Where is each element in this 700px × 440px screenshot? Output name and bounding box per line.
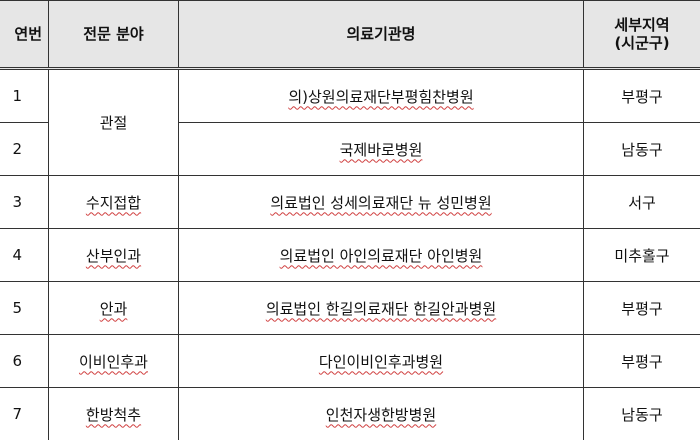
table-row: 4 산부인과 의료법인 아인의료재단 아인병원 미추홀구 [0,228,700,282]
region-cell: 서구 [583,175,700,229]
field-text: 한방척추 [85,405,142,424]
region-cell: 남동구 [583,122,700,176]
region-cell: 부평구 [583,68,700,123]
hospital-cell: 국제바로병원 [178,122,584,176]
header-cell: 전문 분야 [48,0,179,70]
field-text: 안과 [99,299,128,318]
region-cell: 미추홀구 [583,228,700,282]
region-cell: 남동구 [583,387,700,440]
header-cell: 세부지역 (시군구) [583,0,700,70]
field-cell: 안과 [48,281,179,335]
hospital-name: 의)상원의료재단부평힘찬병원 [288,87,474,106]
number-cell: 1 [0,68,49,123]
hospital-cell: 인천자생한방병원 [178,387,584,440]
field-text: 이비인후과 [78,352,148,371]
hospital-cell: 다인이비인후과병원 [178,334,584,388]
field-cell: 이비인후과 [48,334,179,388]
number-cell: 7 [0,387,49,440]
field-text: 수지접합 [85,193,142,212]
table-row: 3 수지접합 의료법인 성세의료재단 뉴 성민병원 서구 [0,175,700,229]
field-text: 관절 [99,114,128,132]
hospital-cell: 의료법인 성세의료재단 뉴 성민병원 [178,175,584,229]
table-row: 1 관절 의)상원의료재단부평힘찬병원 부평구 [0,68,700,176]
number-cell: 5 [0,281,49,335]
hospital-name: 의료법인 한길의료재단 한길안과병원 [265,299,497,318]
hospital-name: 의료법인 성세의료재단 뉴 성민병원 [270,193,492,212]
field-text: 산부인과 [85,246,142,265]
hospital-name: 인천자생한방병원 [325,405,437,424]
hospital-name: 국제바로병원 [339,140,423,159]
number-cell: 2 [0,122,49,176]
hospital-cell: 의)상원의료재단부평힘찬병원 [178,68,584,123]
field-cell: 산부인과 [48,228,179,282]
hospital-cell: 의료법인 아인의료재단 아인병원 [178,228,584,282]
field-cell: 관절 [48,68,179,176]
hospital-name: 다인이비인후과병원 [318,352,444,371]
table-header: 연번 전문 분야 의료기관명 세부지역 (시군구) [0,0,700,70]
field-cell: 수지접합 [48,175,179,229]
header-cell: 의료기관명 [178,0,584,70]
region-cell: 부평구 [583,334,700,388]
hospital-cell: 의료법인 한길의료재단 한길안과병원 [178,281,584,335]
number-cell: 4 [0,228,49,282]
hospital-name: 의료법인 아인의료재단 아인병원 [279,246,483,265]
table-row: 7 한방척추 인천자생한방병원 남동구 [0,387,700,440]
table-body: 1 관절 의)상원의료재단부평힘찬병원 부평구 2 국제바로병원 남동구 3 수지접합 의료법인 … [0,68,700,440]
table-row: 5 안과 의료법인 한길의료재단 한길안과병원 부평구 [0,281,700,335]
number-cell: 3 [0,175,49,229]
field-cell: 한방척추 [48,387,179,440]
region-cell: 부평구 [583,281,700,335]
header-row: 연번 전문 분야 의료기관명 세부지역 (시군구) [0,0,700,70]
table-row: 6 이비인후과 다인이비인후과병원 부평구 [0,334,700,388]
header-cell: 연번 [0,0,49,70]
number-cell: 6 [0,334,49,388]
